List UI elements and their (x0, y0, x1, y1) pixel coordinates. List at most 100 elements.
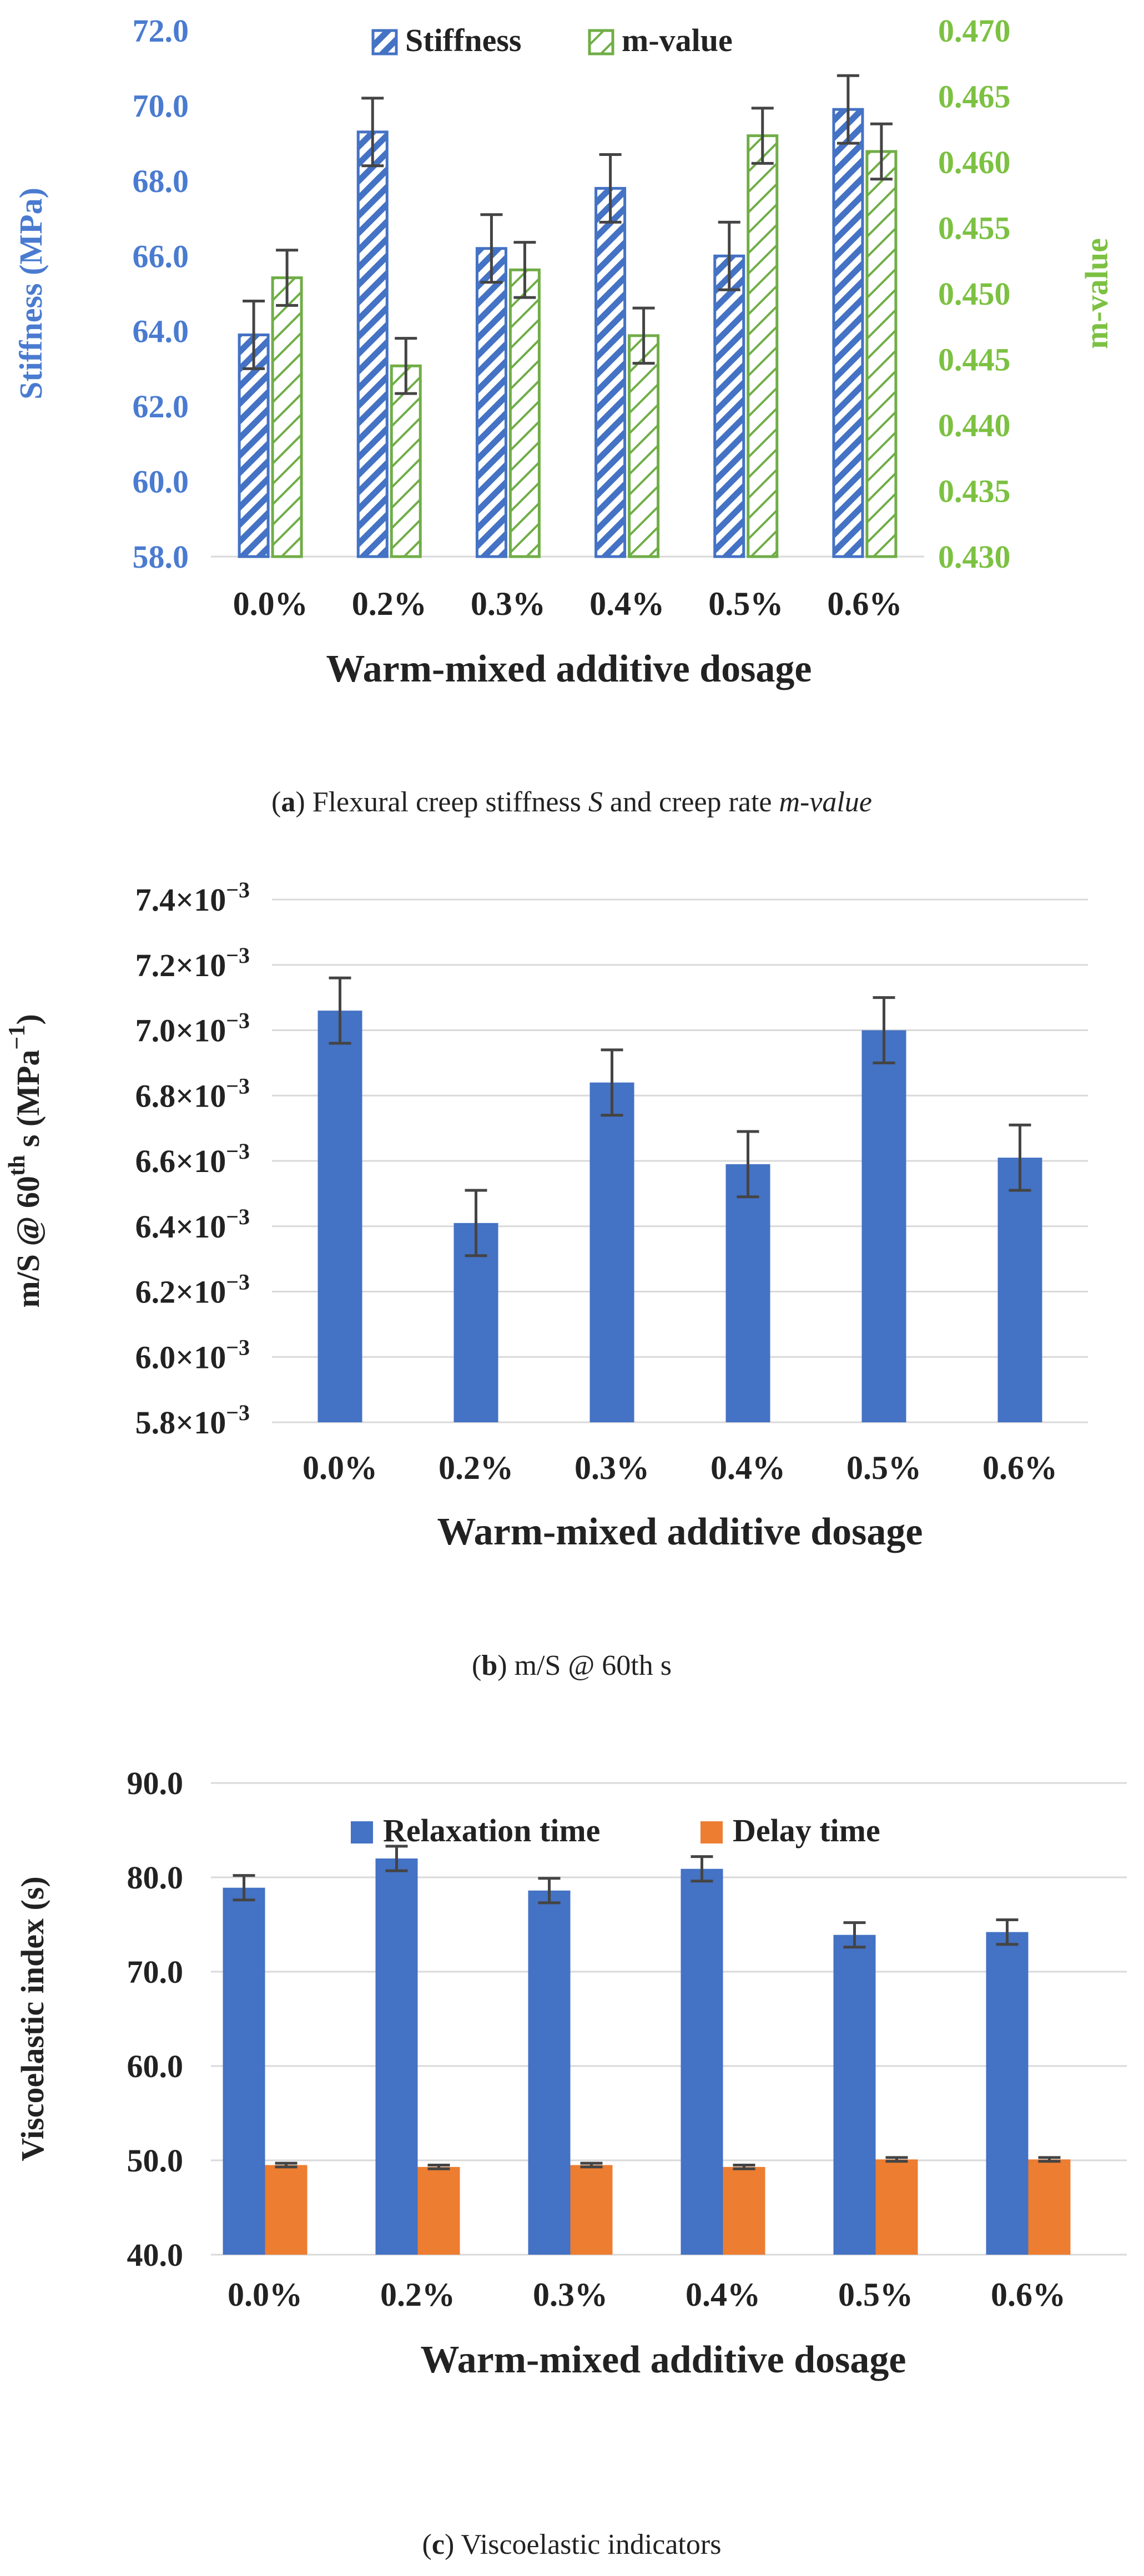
chart-a-ylabel: Stiffness (MPa) (13, 188, 49, 400)
chart-c-legend-swatch-delay-time (700, 1821, 723, 1843)
chart-a-caption: (a) Flexural creep stiffness S and creep… (271, 786, 872, 818)
chart-b-ylabel-mid: s (MPa (10, 1050, 46, 1155)
chart-a-xlabel: Warm-mixed additive dosage (326, 648, 812, 690)
chart-b-ytick-mantissa: 7.2×10 (135, 947, 226, 983)
chart-b-ytick: 6.4×10−3 (135, 1204, 250, 1245)
chart-a-ytick-right: 0.435 (938, 473, 1011, 509)
chart-c-bar-relaxation-time (681, 1868, 723, 2255)
chart-c-bar-relaxation-time (223, 1887, 265, 2255)
chart-c-bar-delay-time (723, 2166, 765, 2255)
chart-a-bar-stiffness (713, 254, 745, 558)
chart-b-ylabel-sup-exp: −1 (4, 1025, 30, 1050)
chart-b-bar (997, 1158, 1042, 1422)
chart-b-ytick-mantissa: 6.0×10 (135, 1339, 226, 1375)
chart-b-ytick: 6.0×10−3 (135, 1335, 250, 1375)
chart-c-xtick: 0.6% (991, 2276, 1066, 2313)
chart-b-ytick-exponent: −3 (226, 1073, 250, 1098)
chart-c-bar-relaxation-time (986, 1932, 1029, 2255)
chart-b-ytick-mantissa: 6.6×10 (135, 1143, 226, 1179)
chart-b-ytick-mantissa: 6.4×10 (135, 1209, 226, 1245)
chart-c-caption-paren-close: ) (445, 2529, 454, 2560)
chart-b-ytick-exponent: −3 (226, 1335, 250, 1360)
chart-b-caption: (b) m/S @ 60th s (472, 1650, 672, 1681)
chart-b-ytick: 6.2×10−3 (135, 1270, 250, 1310)
chart-b-ylabel-main: m/S @ 60 (10, 1176, 46, 1308)
chart-b-ytick: 6.6×10−3 (135, 1139, 250, 1179)
chart-b-xtick: 0.3% (574, 1449, 649, 1486)
chart-a-legend-label-stiffness: Stiffness (405, 22, 521, 58)
chart-c-bar-delay-time (265, 2165, 308, 2255)
chart-a-xtick: 0.4% (589, 585, 664, 622)
chart-b-xtick: 0.5% (846, 1449, 921, 1486)
chart-c-ytick: 90.0 (127, 1765, 184, 1801)
chart-b-ytick-mantissa: 5.8×10 (135, 1405, 226, 1441)
chart-a-legend-label-m-value: m-value (622, 22, 733, 58)
chart-c-bar-delay-time (1028, 2159, 1071, 2255)
chart-a-caption-paren-open: ( (271, 786, 281, 818)
chart-a-caption-mid: and creep rate (603, 786, 779, 818)
chart-a-ytick-right: 0.440 (938, 407, 1011, 443)
chart-c-bar-relaxation-time (833, 1934, 876, 2255)
chart-a-xtick: 0.6% (827, 585, 902, 622)
chart-b-ytick: 5.8×10−3 (135, 1400, 250, 1441)
chart-a-ytick-right: 0.430 (938, 539, 1011, 575)
chart-b-ytick-mantissa: 7.4×10 (135, 882, 226, 918)
chart-b-ylabel-end: ) (10, 1014, 46, 1024)
chart-a-xtick: 0.5% (708, 585, 783, 622)
chart-c-ytick: 50.0 (127, 2143, 184, 2179)
chart-a-ytick-left: 62.0 (133, 388, 189, 425)
chart-b-bar (318, 1011, 362, 1422)
chart-a-ytick-right: 0.470 (938, 13, 1011, 49)
chart-b-ytick-mantissa: 6.8×10 (135, 1078, 226, 1114)
chart-a-ytick-left: 58.0 (133, 539, 189, 575)
chart-b-bar (589, 1082, 634, 1422)
chart-a-bar-stiffness (356, 130, 389, 558)
chart-a-ytick-right: 0.455 (938, 210, 1011, 246)
chart-b-xtick: 0.0% (303, 1449, 377, 1486)
chart-c-ytick: 40.0 (127, 2237, 184, 2273)
chart-c-legend-swatch-relaxation-time (351, 1821, 373, 1843)
chart-a-caption-symbol-m: m-value (779, 786, 871, 818)
chart-a-xtick: 0.2% (352, 585, 427, 622)
chart-a-ytick-right: 0.450 (938, 276, 1011, 312)
chart-a-bar-stiffness (832, 108, 864, 558)
chart-c-bar-relaxation-time (375, 1858, 418, 2255)
chart-b-ytick: 7.2×10−3 (135, 943, 250, 983)
chart-b-ytick-mantissa: 6.2×10 (135, 1274, 226, 1310)
chart-b-xtick: 0.6% (982, 1449, 1057, 1486)
chart-c-legend-label-relaxation-time: Relaxation time (383, 1812, 600, 1848)
chart-b-ytick-exponent: −3 (226, 1400, 250, 1425)
chart-b-ytick-exponent: −3 (226, 1008, 250, 1033)
chart-a-ytick-right: 0.465 (938, 79, 1011, 115)
chart-b-ylabel-sup-th: th (4, 1155, 30, 1176)
chart-a-legend-swatch-stiffness (371, 29, 398, 55)
chart-c-xtick: 0.3% (533, 2276, 608, 2313)
chart-b-caption-label: b (481, 1650, 497, 1681)
chart-b-bar (861, 1030, 906, 1422)
chart-a-xtick: 0.0% (233, 585, 308, 622)
chart-c-xtick: 0.2% (380, 2276, 455, 2313)
chart-b-ytick-exponent: −3 (226, 943, 250, 968)
chart-c-caption-label: c (432, 2529, 445, 2560)
chart-a-bar-m-value (271, 276, 303, 558)
chart-c-ytick: 80.0 (127, 1860, 184, 1896)
chart-a-bar-stiffness (594, 186, 627, 558)
chart-c-xlabel: Warm-mixed additive dosage (421, 2338, 906, 2381)
chart-b-ytick-exponent: −3 (226, 1270, 250, 1295)
chart-b-ytick-exponent: −3 (226, 1204, 250, 1229)
chart-b-caption-paren-close: ) (497, 1650, 507, 1681)
chart-a-caption-text: Flexural creep stiffness (305, 786, 588, 818)
chart-a-bar-m-value (628, 334, 660, 558)
chart-b-ylabel: m/S @ 60th s (MPa−1) (4, 1014, 46, 1307)
chart-c-bar-delay-time (875, 2159, 918, 2255)
chart-b-xlabel: Warm-mixed additive dosage (437, 1511, 923, 1553)
chart-b-xtick: 0.4% (710, 1449, 785, 1486)
chart-a-ytick-left: 70.0 (133, 88, 189, 124)
chart-b-xtick: 0.2% (439, 1449, 513, 1486)
chart-c-ylabel: Viscoelastic index (s) (14, 1876, 51, 2161)
chart-a-legend-swatch-m-value (588, 29, 614, 55)
chart-a-bar-stiffness (238, 333, 270, 558)
chart-a-ytick-right: 0.445 (938, 342, 1011, 378)
